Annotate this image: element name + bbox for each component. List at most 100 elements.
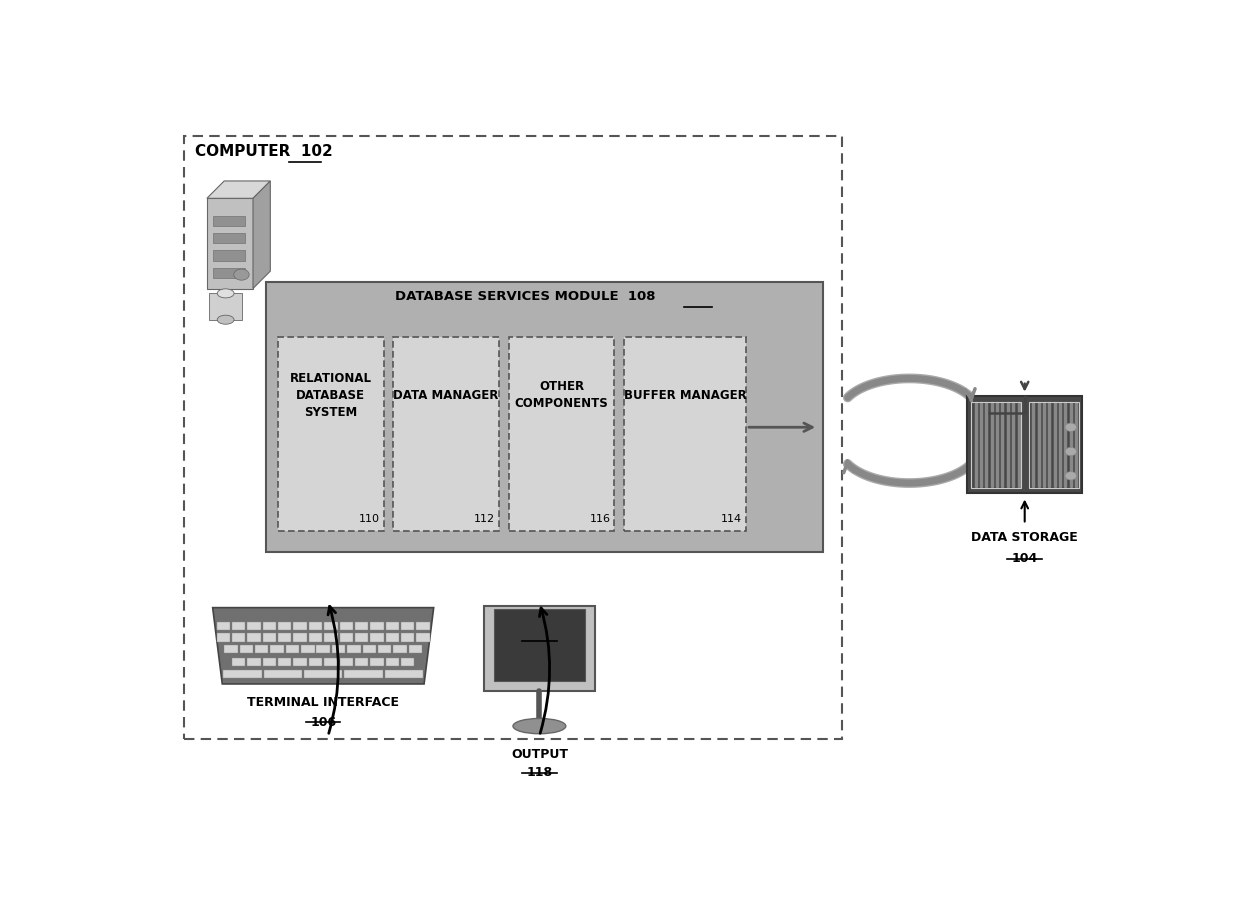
Bar <box>386 622 399 630</box>
Bar <box>508 337 614 532</box>
Text: DATA STORAGE: DATA STORAGE <box>971 532 1078 544</box>
Bar <box>347 645 361 653</box>
Bar <box>417 622 430 630</box>
Text: RELATIONAL
DATABASE
SYSTEM: RELATIONAL DATABASE SYSTEM <box>290 372 372 419</box>
Bar <box>309 658 322 666</box>
Bar <box>324 633 337 642</box>
Bar <box>624 337 746 532</box>
Bar <box>278 658 291 666</box>
Text: OTHER
COMPONENTS: OTHER COMPONENTS <box>515 380 609 410</box>
Bar <box>207 198 253 288</box>
Bar <box>371 622 383 630</box>
Bar <box>184 136 842 740</box>
Bar <box>247 633 260 642</box>
Bar <box>484 605 595 691</box>
Text: TERMINAL INTERFACE: TERMINAL INTERFACE <box>247 696 399 709</box>
Bar <box>345 670 383 678</box>
Bar <box>355 622 368 630</box>
Bar <box>332 645 345 653</box>
Text: BUFFER MANAGER: BUFFER MANAGER <box>624 389 746 402</box>
Polygon shape <box>207 181 270 198</box>
Bar <box>278 337 383 532</box>
Bar <box>309 633 322 642</box>
Bar <box>223 670 262 678</box>
Bar <box>340 658 353 666</box>
Bar <box>213 250 246 260</box>
Bar <box>217 622 229 630</box>
Bar <box>232 622 246 630</box>
Text: 114: 114 <box>720 514 743 524</box>
Text: 110: 110 <box>358 514 379 524</box>
Bar <box>401 622 414 630</box>
Bar <box>224 645 238 653</box>
Bar <box>239 645 253 653</box>
Bar <box>285 645 299 653</box>
Text: OUTPUT: OUTPUT <box>511 749 568 761</box>
Bar <box>263 633 277 642</box>
Bar <box>294 622 306 630</box>
Bar <box>393 645 407 653</box>
Bar <box>247 658 260 666</box>
Bar <box>401 633 414 642</box>
Bar <box>967 396 1083 493</box>
Bar <box>494 609 585 681</box>
Bar <box>301 645 315 653</box>
Text: 118: 118 <box>526 767 553 779</box>
Ellipse shape <box>513 718 565 733</box>
Bar <box>294 633 306 642</box>
Bar <box>278 622 291 630</box>
Bar <box>309 622 322 630</box>
Bar <box>294 658 306 666</box>
Bar <box>232 658 246 666</box>
Bar <box>316 645 330 653</box>
Bar <box>255 645 268 653</box>
Polygon shape <box>253 181 270 288</box>
Bar <box>324 622 337 630</box>
Bar <box>417 633 430 642</box>
Bar <box>278 633 291 642</box>
Bar <box>401 658 414 666</box>
Bar <box>409 645 422 653</box>
Bar <box>371 658 383 666</box>
Bar <box>263 622 277 630</box>
Polygon shape <box>213 607 434 684</box>
Bar <box>270 645 284 653</box>
Bar <box>217 633 229 642</box>
Bar <box>393 337 498 532</box>
Text: 106: 106 <box>310 716 336 729</box>
Bar <box>340 622 353 630</box>
Bar <box>213 268 246 278</box>
Circle shape <box>234 269 249 280</box>
Text: DATA MANAGER: DATA MANAGER <box>393 389 498 402</box>
Bar <box>355 633 368 642</box>
Text: COMPUTER  102: COMPUTER 102 <box>196 144 334 159</box>
Bar <box>213 233 246 243</box>
Bar <box>304 670 342 678</box>
Text: 104: 104 <box>1012 552 1038 565</box>
Bar <box>263 658 277 666</box>
Bar <box>384 670 423 678</box>
Bar <box>208 294 243 320</box>
Bar <box>213 215 246 226</box>
Ellipse shape <box>217 315 234 324</box>
Text: 112: 112 <box>474 514 495 524</box>
Bar <box>355 658 368 666</box>
Circle shape <box>1065 423 1076 432</box>
Bar <box>324 658 337 666</box>
Bar <box>247 622 260 630</box>
Bar <box>371 633 383 642</box>
Text: 116: 116 <box>589 514 610 524</box>
Bar <box>265 281 823 552</box>
Bar <box>386 658 399 666</box>
Circle shape <box>1065 471 1076 480</box>
Bar <box>378 645 392 653</box>
Circle shape <box>1065 448 1076 456</box>
Bar <box>232 633 246 642</box>
Text: DATABASE SERVICES MODULE  108: DATABASE SERVICES MODULE 108 <box>394 290 655 303</box>
Bar <box>971 402 1022 487</box>
Bar <box>362 645 376 653</box>
Bar <box>340 633 353 642</box>
Bar <box>386 633 399 642</box>
Bar <box>1028 402 1079 487</box>
Ellipse shape <box>217 289 234 298</box>
